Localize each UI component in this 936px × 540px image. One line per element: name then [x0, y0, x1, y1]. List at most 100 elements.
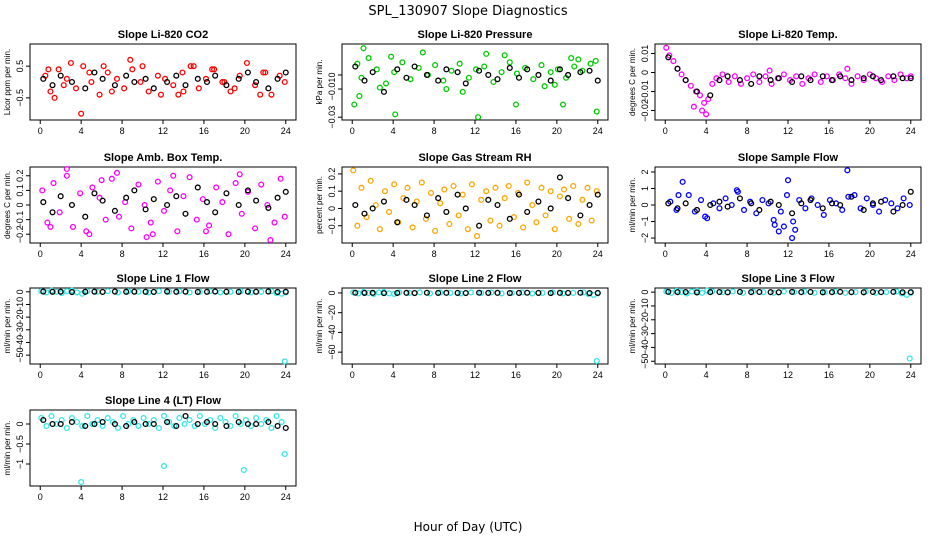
y-tick-label: −1	[15, 459, 25, 469]
x-tick-label: 24	[593, 249, 603, 259]
data-point	[277, 175, 284, 182]
data-point	[844, 65, 851, 72]
hourly-point	[535, 289, 542, 296]
hourly-point	[244, 288, 251, 295]
hourly-point	[494, 289, 501, 296]
x-tick-label: 12	[470, 249, 480, 259]
x-tick-label: 8	[120, 370, 125, 380]
data-point	[150, 416, 157, 424]
x-tick-label: 20	[865, 370, 875, 380]
hourly-point	[756, 288, 763, 296]
hourly-point	[111, 82, 118, 89]
hourly-point	[194, 75, 201, 82]
data-point	[273, 412, 280, 420]
hourly-point	[819, 289, 826, 296]
hourly-point	[837, 288, 844, 295]
data-point	[376, 226, 383, 233]
hourly-point	[68, 418, 75, 426]
hourly-point	[462, 205, 469, 212]
hourly-point	[40, 288, 47, 295]
hourly-point	[798, 73, 805, 80]
data-point	[160, 207, 168, 214]
hourly-point	[506, 215, 513, 222]
hourly-point	[423, 212, 430, 219]
hourly-point	[435, 195, 442, 202]
hourly-point	[724, 289, 731, 296]
hourly-point	[454, 289, 461, 296]
hourly-point	[142, 420, 149, 428]
hourly-point	[547, 205, 554, 212]
hourly-point	[411, 63, 418, 70]
data-point	[225, 231, 232, 238]
data-point	[570, 182, 577, 190]
y-tick-label: −0.02	[640, 99, 650, 122]
hourly-point	[68, 289, 75, 296]
y-tick-label: −0.01	[327, 78, 337, 101]
x-tick-label: 24	[906, 249, 916, 259]
x-tick-label: 4	[704, 370, 709, 380]
panel-title: Slope Li-820 CO2	[118, 29, 208, 41]
data-point	[685, 192, 692, 199]
hourly-point	[547, 77, 554, 84]
data-point	[268, 424, 275, 432]
data-point	[443, 85, 450, 93]
panel-2: Slope Li-820 Pressure 0 4 8 12 16 20 24 −0.03 −0.…	[315, 29, 609, 136]
data-point	[416, 289, 423, 296]
plot-frame	[341, 287, 609, 365]
hourly-point	[253, 78, 260, 86]
hourly-point	[203, 199, 211, 206]
data-point	[538, 184, 545, 191]
data-point	[63, 424, 70, 432]
data-point	[437, 200, 444, 207]
hourly-point	[380, 290, 387, 297]
y-tick-label: −0.5	[15, 435, 25, 453]
hourly-point	[515, 191, 523, 198]
hourly-point	[380, 88, 387, 95]
data-point	[77, 190, 84, 197]
data-point	[524, 179, 531, 186]
data-point	[236, 72, 243, 79]
data-point	[86, 231, 93, 238]
data-point	[143, 234, 150, 241]
data-point	[386, 208, 393, 215]
hourly-point	[423, 289, 430, 296]
data-point	[236, 171, 243, 178]
hourly-point	[49, 82, 56, 89]
hourly-point	[707, 289, 714, 296]
data-point	[74, 289, 81, 296]
x-tick-label: 8	[120, 492, 125, 502]
panel-title: Slope Line 1 Flow	[117, 273, 210, 285]
x-tick-label: 0	[350, 370, 355, 380]
data-point	[709, 80, 716, 87]
data-point	[496, 222, 503, 229]
x-tick-label: 16	[824, 126, 834, 136]
hourly-point	[907, 289, 914, 296]
hourly-point	[807, 77, 814, 84]
data-point	[780, 71, 787, 78]
hourly-point	[82, 213, 89, 220]
hourly-point	[775, 201, 782, 209]
data-point	[88, 78, 95, 86]
hourly-point	[194, 420, 201, 428]
hourly-point	[194, 184, 201, 191]
x-tick-label: 24	[281, 370, 291, 380]
hourly-point	[716, 77, 723, 84]
y-axis-label: Licor ppm per min.	[3, 49, 12, 115]
data-point	[418, 179, 425, 186]
data-point	[170, 82, 177, 89]
data-point	[264, 201, 271, 209]
data-point	[209, 66, 216, 73]
data-point	[851, 192, 858, 199]
data-point	[533, 219, 540, 226]
x-tick-label: 20	[552, 249, 562, 259]
data-point	[196, 412, 203, 420]
hourly-point	[68, 201, 75, 209]
data-point	[154, 178, 161, 185]
data-point	[468, 181, 475, 188]
data-point	[356, 93, 363, 100]
data-point	[227, 288, 234, 295]
data-point	[114, 289, 122, 296]
data-point	[154, 72, 161, 79]
y-tick-label: 0	[15, 289, 25, 294]
hourly-point	[282, 69, 289, 76]
